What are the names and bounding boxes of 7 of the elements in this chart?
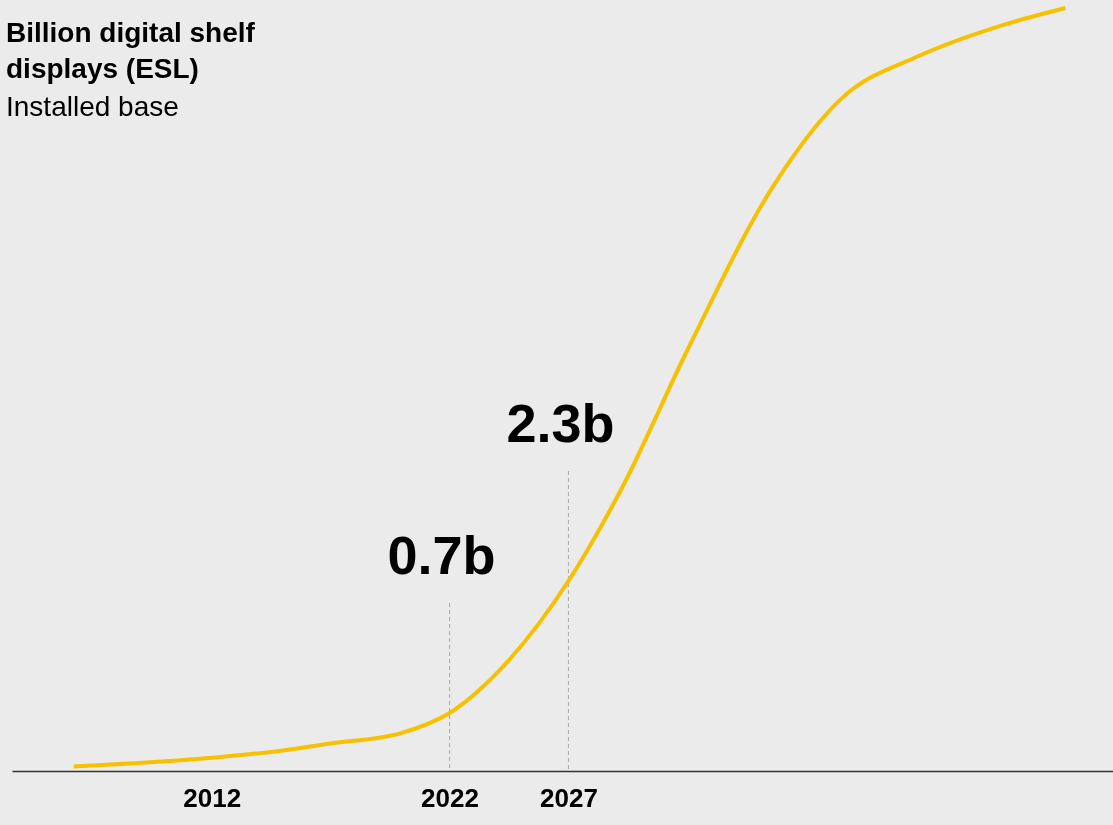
- annotation: 0.7b: [387, 525, 496, 586]
- x-tick-label: 2012: [183, 782, 242, 813]
- annotation: 2.3b: [506, 393, 615, 454]
- x-tick-label: 2022: [421, 782, 479, 813]
- text: Installed base: [6, 91, 179, 122]
- text: Billion digital shelf displays (ESL): [6, 17, 256, 84]
- x-tick-label: 2027: [540, 782, 598, 813]
